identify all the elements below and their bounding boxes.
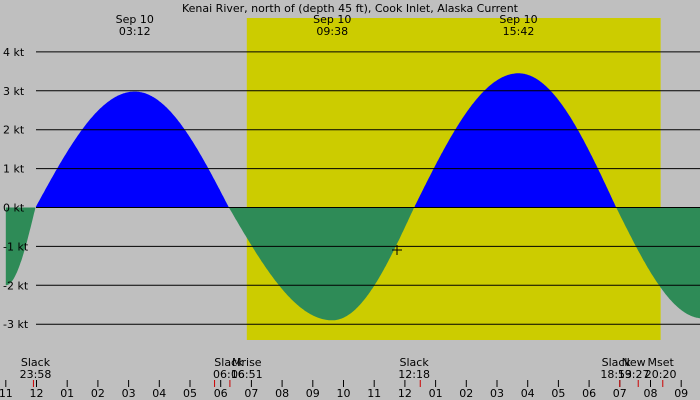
x-tick-label: 08: [275, 387, 289, 400]
y-tick-label: -3 kt: [3, 318, 29, 331]
y-tick-label: -2 kt: [3, 279, 29, 292]
x-tick-label: 11: [367, 387, 381, 400]
event-time-label: 23:58: [20, 368, 52, 381]
x-tick-label: 03: [122, 387, 136, 400]
x-tick-label: 01: [429, 387, 443, 400]
event-name-label: Slack: [602, 356, 632, 369]
x-tick-label: 12: [30, 387, 44, 400]
event-name-label: Slack: [214, 356, 244, 369]
x-tick-label: 05: [551, 387, 565, 400]
x-tick-label: 07: [613, 387, 627, 400]
event-labels: Slack23:58Slack06:16Mrise06:51Slack12:18…: [20, 356, 677, 381]
x-tick-label: 06: [214, 387, 228, 400]
x-tick-label: 09: [674, 387, 688, 400]
y-tick-label: 1 kt: [3, 163, 25, 176]
y-tick-label: 3 kt: [3, 85, 25, 98]
event-time-label: 19:27: [618, 368, 650, 381]
x-tick-label: 06: [582, 387, 596, 400]
y-tick-label: 0 kt: [3, 202, 25, 215]
x-tick-label: 02: [91, 387, 105, 400]
event-name-label: Slack: [400, 356, 430, 369]
x-tick-label: 09: [306, 387, 320, 400]
y-tick-label: 4 kt: [3, 46, 25, 59]
x-tick-label: 02: [459, 387, 473, 400]
peak-date-label: Sep 10: [499, 13, 537, 26]
peak-date-label: Sep 10: [116, 13, 154, 26]
x-tick-label: 08: [644, 387, 658, 400]
event-time-label: 20:20: [645, 368, 677, 381]
y-tick-labels: 4 kt 3 kt 2 kt 1 kt 0 kt -1 kt -2 kt -3 kt: [3, 46, 29, 331]
x-tick-label: 03: [490, 387, 504, 400]
chart-title: Kenai River, north of (depth 45 ft), Coo…: [182, 2, 519, 15]
peak-time-label: 09:38: [316, 25, 348, 38]
x-tick-label: 04: [152, 387, 166, 400]
flood-current-area: [414, 73, 617, 208]
grid-layer: [36, 51, 700, 325]
event-name-label: Mrise: [232, 356, 262, 369]
flood-current-area: [35, 91, 229, 208]
event-time-label: 12:18: [398, 368, 430, 381]
x-tick-label: 11: [0, 387, 13, 400]
peak-date-label: Sep 10: [313, 13, 351, 26]
ebb-current-area: [616, 207, 700, 319]
crosshair-cursor: [392, 245, 402, 255]
event-time-label: 06:51: [231, 368, 263, 381]
x-tick-label: 05: [183, 387, 197, 400]
x-tick-label: 04: [521, 387, 535, 400]
event-name-label: Slack: [21, 356, 51, 369]
y-tick-label: 2 kt: [3, 124, 25, 137]
peak-time-label: 15:42: [503, 25, 535, 38]
x-tick-label: 12: [398, 387, 412, 400]
ebb-current-area: [229, 207, 415, 321]
area-layer: [5, 73, 700, 321]
event-name-label: New: [622, 356, 646, 369]
x-tick-label: 07: [244, 387, 258, 400]
ebb-current-area: [5, 207, 36, 286]
y-tick-label: -1 kt: [3, 240, 29, 253]
event-time-label: 18:53: [600, 368, 632, 381]
event-name-label: Mset: [647, 356, 674, 369]
x-axis: 11 12 01 02 03 04 05 06 07 08 09 10 11 12 01 02 03 04 05 06…: [0, 380, 688, 400]
peak-time-label: 03:12: [119, 25, 151, 38]
x-tick-label: 01: [60, 387, 74, 400]
event-time-label: 06:16: [213, 368, 245, 381]
x-tick-label: 10: [337, 387, 351, 400]
